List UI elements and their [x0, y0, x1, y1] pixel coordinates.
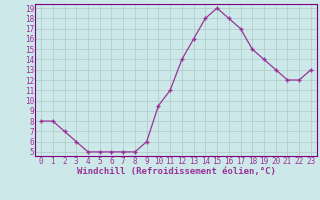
X-axis label: Windchill (Refroidissement éolien,°C): Windchill (Refroidissement éolien,°C): [76, 167, 276, 176]
